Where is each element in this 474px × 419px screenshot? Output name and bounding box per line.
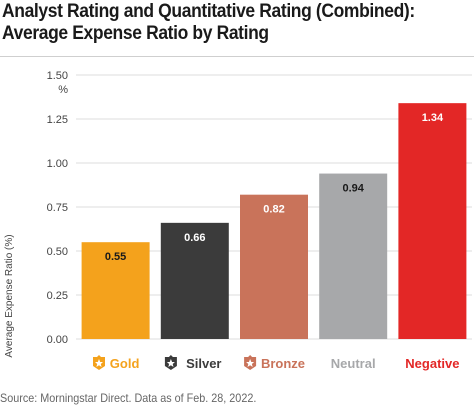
category-label-neutral: Neutral [331, 356, 376, 371]
gold-medal-icon [93, 355, 105, 370]
y-tick-label: 1.00 [47, 158, 68, 170]
y-tick-label: 0.25 [47, 290, 68, 302]
bar-gold [81, 242, 150, 339]
category-label-negative: Negative [405, 356, 459, 371]
y-tick-label: 0.00 [47, 334, 68, 346]
category-label-gold: Gold [110, 356, 140, 371]
y-tick-label: 1.25 [47, 114, 68, 126]
y-axis-label: Average Expense Ratio (%) [4, 234, 15, 357]
silver-medal-icon [164, 355, 177, 370]
category-label-silver: Silver [186, 356, 221, 371]
data-label: 0.94 [342, 183, 364, 195]
y-tick-label: 0.75 [47, 202, 68, 214]
bar-bronze [240, 194, 308, 339]
bar-neutral [319, 173, 388, 339]
title-divider [0, 56, 474, 57]
chart-title: Analyst Rating and Quantitative Rating (… [2, 1, 415, 44]
bar-negative [398, 103, 467, 339]
category-label-bronze: Bronze [261, 356, 305, 371]
y-tick-label: 1.50 [47, 70, 68, 82]
y-tick-label: 0.50 [47, 246, 68, 258]
bronze-medal-icon [244, 355, 257, 370]
data-label: 0.55 [105, 251, 126, 263]
bars: 0.55 0.66 0.82 0.94 1.34 [81, 103, 467, 339]
y-axis-ticks: 0.00 0.25 0.50 0.75 1.00 1.25 1.50 [47, 70, 68, 346]
y-axis-unit: % [58, 84, 68, 96]
x-axis-categories: Gold Silver Bronze Neutral Negative [93, 355, 460, 371]
data-label: 1.34 [422, 112, 444, 124]
source-note: Source: Morningstar Direct. Data as of F… [0, 391, 257, 405]
data-label: 0.82 [263, 204, 284, 216]
bar-silver [160, 222, 229, 339]
data-label: 0.66 [184, 232, 205, 244]
